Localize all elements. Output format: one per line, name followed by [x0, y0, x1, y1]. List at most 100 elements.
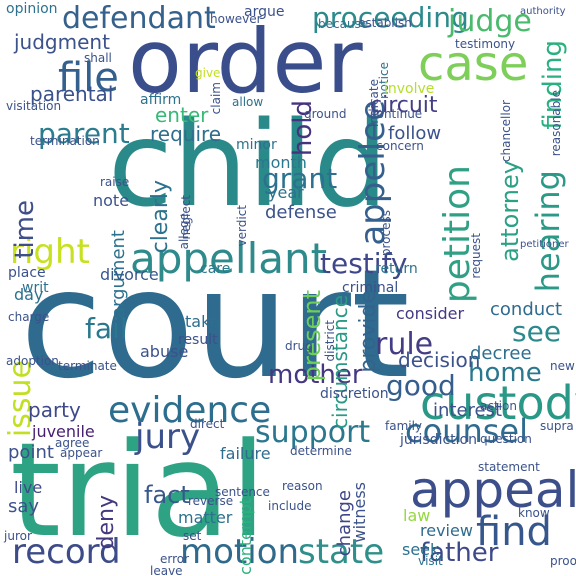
- word-request: request: [469, 233, 483, 279]
- word-visit: visit: [418, 554, 443, 568]
- word-criminal: criminal: [342, 280, 399, 296]
- word-statement: statement: [478, 460, 540, 474]
- word-matter: matter: [178, 508, 233, 527]
- word-record: record: [12, 532, 121, 572]
- word-know: know: [518, 506, 550, 520]
- word-present: present: [298, 290, 326, 382]
- word-claim: claim: [209, 82, 223, 115]
- word-defense: defense: [265, 202, 337, 223]
- word-minor: minor: [236, 137, 277, 153]
- word-say: say: [8, 496, 40, 517]
- word-mother: mother: [268, 360, 363, 390]
- word-leave: leave: [150, 564, 183, 576]
- word-petitioner: petitioner: [520, 239, 569, 250]
- word-proof: proof: [550, 554, 576, 568]
- word-deny: deny: [94, 495, 119, 550]
- word-testify: testify: [320, 247, 408, 280]
- word-testimony: testimony: [455, 37, 516, 51]
- word-argue: argue: [244, 4, 285, 20]
- word-failure: failure: [220, 444, 271, 463]
- word-divorce: divorce: [100, 265, 159, 284]
- word-discretion: discretion: [320, 386, 389, 402]
- word-order: order: [128, 10, 363, 113]
- word-right: right: [10, 232, 90, 272]
- word-district: district: [323, 320, 337, 362]
- word-charge: charge: [8, 310, 50, 324]
- word-attorney: attorney: [496, 160, 524, 262]
- word-termination: termination: [30, 134, 100, 148]
- word-evidence: evidence: [108, 390, 272, 431]
- word-home: home: [468, 358, 542, 388]
- word-live: live: [14, 478, 43, 497]
- word-case: case: [418, 36, 529, 92]
- word-appeal: appeal: [410, 461, 576, 519]
- word-set: set: [183, 529, 202, 543]
- word-because: because: [318, 17, 369, 31]
- word-care: care: [200, 261, 231, 277]
- word-fact: fact: [144, 481, 190, 509]
- word-authority: authority: [520, 6, 566, 17]
- word-new: new: [550, 359, 575, 373]
- word-good: good: [386, 369, 456, 402]
- word-appear: appear: [60, 446, 103, 460]
- word-support: support: [255, 415, 371, 450]
- word-decision: decision: [398, 348, 481, 372]
- word-rule: rule: [375, 327, 434, 362]
- word-error: error: [160, 552, 190, 566]
- word-establish: establish: [358, 16, 412, 30]
- word-abuse: abuse: [140, 342, 189, 361]
- word-shall: shall: [84, 51, 112, 65]
- word-motion: motion: [180, 532, 300, 572]
- word-hearing: hearing: [529, 170, 567, 293]
- word-decree: decree: [470, 343, 532, 364]
- word-trial: trial: [10, 414, 267, 566]
- word-circumstance: circumstance: [328, 295, 352, 429]
- word-custody: custody: [420, 376, 576, 430]
- word-grant: grant: [262, 162, 338, 195]
- word-reverse: reverse: [188, 494, 234, 508]
- word-clearly: clearly: [148, 180, 173, 254]
- word-file: file: [58, 55, 119, 101]
- word-include: include: [268, 499, 312, 513]
- word-juror: juror: [4, 529, 32, 543]
- word-juvenile: juvenile: [32, 422, 95, 441]
- word-defendant: defendant: [62, 1, 216, 36]
- word-enter: enter: [155, 103, 209, 127]
- word-jury: jury: [135, 417, 201, 457]
- word-party: party: [28, 398, 81, 422]
- word-reasonable: reasonable: [549, 90, 563, 157]
- word-child: child: [108, 95, 389, 233]
- word-determine: determine: [290, 444, 352, 458]
- word-sentence: sentence: [215, 485, 270, 499]
- word-terminate: terminate: [58, 359, 117, 373]
- word-process: process: [379, 210, 393, 257]
- word-however: however: [210, 12, 262, 26]
- word-point: point: [8, 442, 54, 463]
- word-give: give: [195, 66, 221, 80]
- word-judgment: judgment: [14, 30, 110, 54]
- word-place: place: [8, 265, 46, 281]
- word-affirm: affirm: [140, 92, 182, 108]
- word-question: question: [480, 432, 532, 446]
- word-parent: parent: [38, 117, 130, 150]
- word-allow: allow: [232, 95, 264, 109]
- word-circuit: circuit: [370, 93, 438, 118]
- word-family: family: [385, 419, 423, 433]
- word-seek: seek: [402, 540, 440, 559]
- word-jurisdiction: jurisdiction: [400, 432, 477, 448]
- word-father: father: [420, 538, 499, 568]
- word-opinion: opinion: [6, 1, 58, 17]
- word-ground: ground: [304, 107, 347, 121]
- word-judge: judge: [448, 4, 532, 39]
- word-adoption: adoption: [6, 354, 59, 368]
- word-fail: fail: [85, 312, 128, 345]
- word-time: time: [10, 200, 40, 259]
- word-review: review: [420, 521, 473, 540]
- word-drug: drug: [285, 339, 313, 353]
- word-writ: writ: [22, 280, 49, 296]
- word-continue: continue: [370, 107, 423, 121]
- word-return: return: [375, 261, 418, 277]
- word-visitation: visitation: [6, 99, 62, 113]
- word-conduct: conduct: [490, 299, 563, 320]
